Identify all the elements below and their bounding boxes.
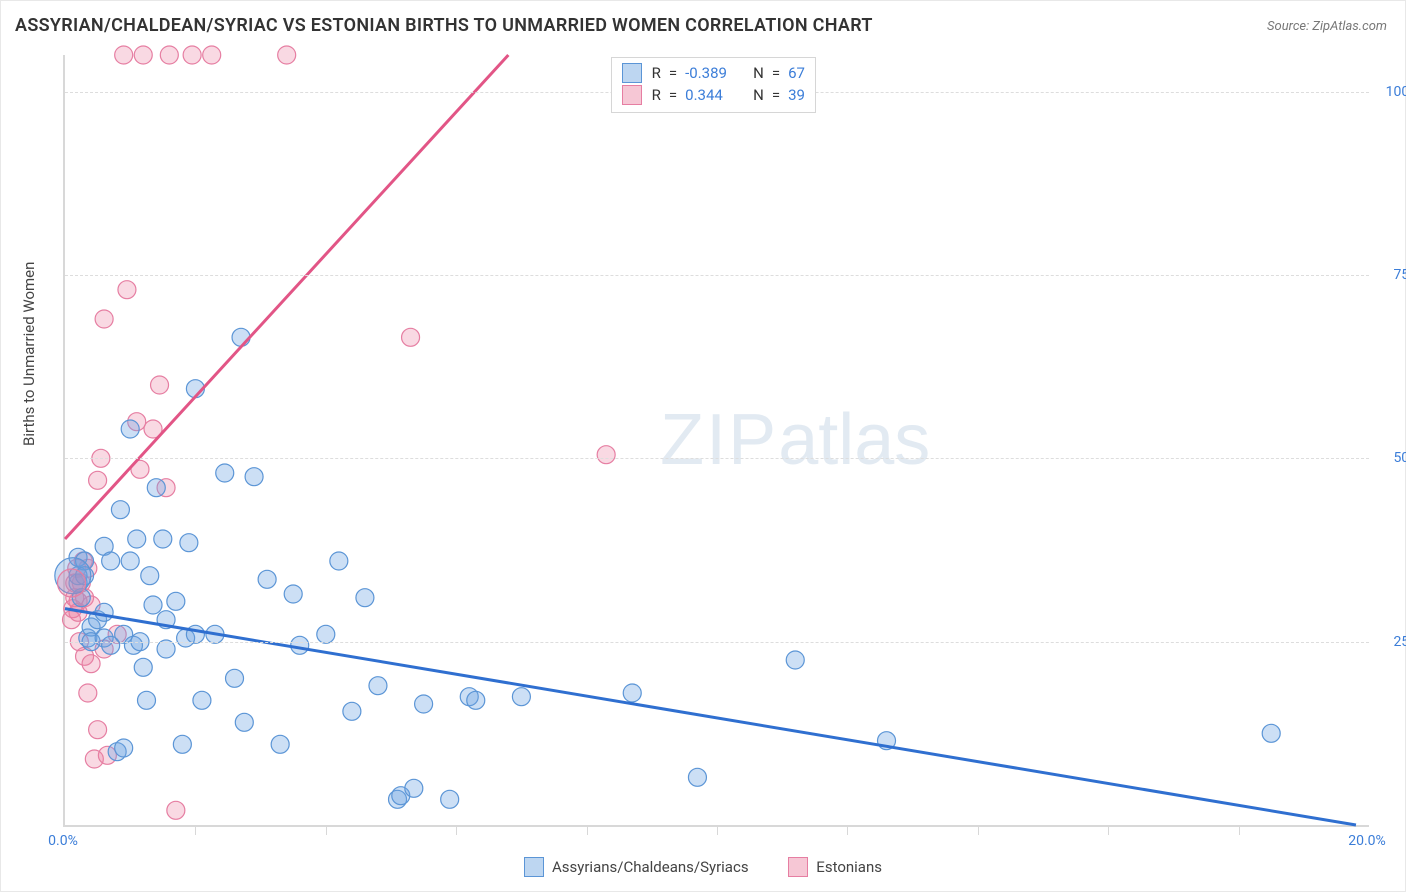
plot-area: ZIPatlas 25.0%50.0%75.0%100.0% [63, 55, 1369, 827]
correlation-chart: ASSYRIAN/CHALDEAN/SYRIAC VS ESTONIAN BIR… [0, 0, 1406, 892]
stat-r-value: 0.344 [685, 84, 743, 106]
gridline-h [65, 458, 1369, 459]
stat-swatch [622, 63, 642, 83]
chart-legend: Assyrians/Chaldeans/Syriacs Estonians [1, 857, 1405, 881]
y-tick-label: 75.0% [1375, 267, 1406, 283]
source-attribution: Source: ZipAtlas.com [1267, 19, 1387, 34]
gridline-h [65, 642, 1369, 643]
legend-label-b: Estonians [816, 858, 882, 876]
stat-r-value: -0.389 [685, 62, 743, 84]
stat-eq: = [669, 84, 677, 106]
stat-eq: = [772, 84, 780, 106]
stat-r-key: R [652, 62, 661, 84]
correlation-stats-box: R = -0.389 N = 67 R = 0.344 N = 39 [611, 57, 816, 113]
stat-row: R = -0.389 N = 67 [622, 62, 805, 84]
legend-item-b: Estonians [788, 857, 882, 877]
x-tick-label: 0.0% [48, 833, 78, 849]
stat-row: R = 0.344 N = 39 [622, 84, 805, 106]
legend-swatch-a [524, 857, 544, 877]
stat-n-value: 39 [788, 84, 805, 106]
stat-swatch [622, 85, 642, 105]
legend-label-a: Assyrians/Chaldeans/Syriacs [552, 858, 749, 876]
stat-n-key: N [753, 62, 764, 84]
stat-n-value: 67 [788, 62, 805, 84]
stat-eq: = [669, 62, 677, 84]
y-tick-label: 100.0% [1375, 84, 1406, 100]
legend-item-a: Assyrians/Chaldeans/Syriacs [524, 857, 749, 877]
y-tick-label: 50.0% [1375, 450, 1406, 466]
x-tick-label: 20.0% [1348, 833, 1386, 849]
chart-title: ASSYRIAN/CHALDEAN/SYRIAC VS ESTONIAN BIR… [15, 15, 873, 36]
stat-n-key: N [753, 84, 764, 106]
y-axis-label: Births to Unmarried Women [20, 262, 38, 446]
legend-swatch-b [788, 857, 808, 877]
gridline-h [65, 275, 1369, 276]
y-tick-label: 25.0% [1375, 634, 1406, 650]
stat-r-key: R [652, 84, 661, 106]
stat-eq: = [772, 62, 780, 84]
chart-svg [65, 55, 1369, 825]
